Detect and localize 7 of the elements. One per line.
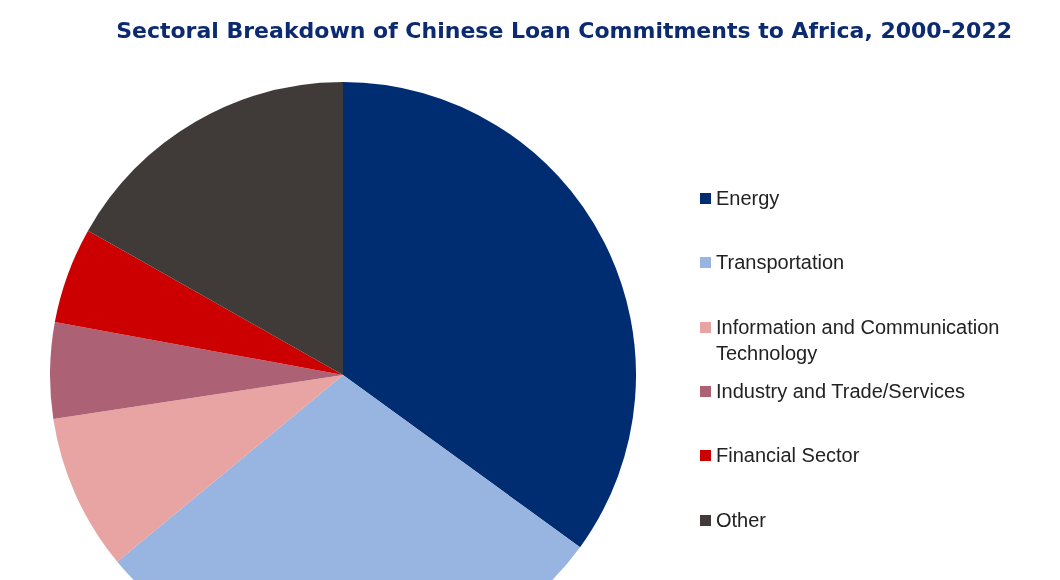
legend-label: Information and Communication Technology: [716, 314, 1001, 366]
legend-label: Industry and Trade/Services: [716, 378, 966, 404]
chart-title: Sectoral Breakdown of Chinese Loan Commitments to Africa, 2000-2022: [116, 18, 1012, 43]
legend-label: Energy: [716, 186, 781, 211]
legend-label: Transportation: [716, 250, 846, 276]
legend-label: Financial Sector: [716, 443, 861, 469]
legend-label: Other: [716, 507, 768, 533]
